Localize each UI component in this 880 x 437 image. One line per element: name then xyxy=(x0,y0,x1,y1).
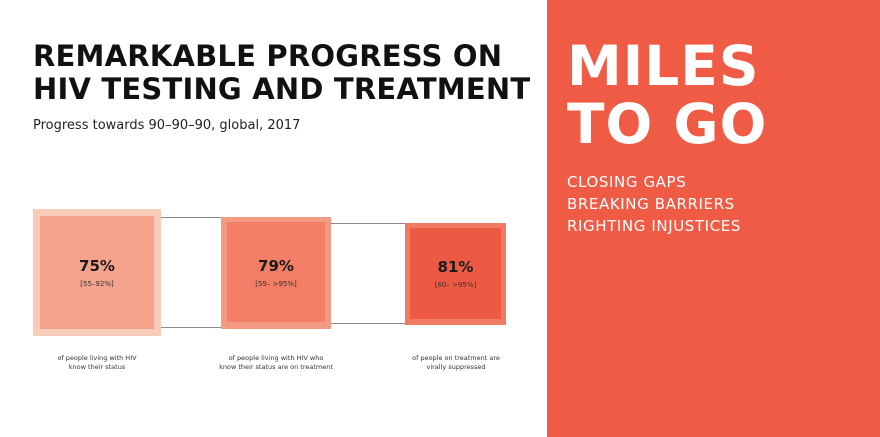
miles-to-go-panel: MILES TO GO CLOSING GAPS BREAKING BARRIE… xyxy=(547,0,880,437)
metric-3-range: [60– >95%] xyxy=(434,281,477,289)
metric-2-caption-line-2: know their status are on treatment xyxy=(219,363,333,371)
metric-2-range: [59– >95%] xyxy=(255,279,297,288)
metric-3-caption-line-2: virally suppressed xyxy=(426,363,486,371)
title-line-1: REMARKABLE PROGRESS ON xyxy=(33,39,503,73)
panel-headline-line-1: MILES xyxy=(567,34,760,98)
panel-tag-3: RIGHTING INJUSTICES xyxy=(567,217,741,235)
connector-2-3 xyxy=(330,223,407,324)
metric-2-caption-line-1: of people living with HIV who xyxy=(228,354,324,362)
panel-tags: CLOSING GAPS BREAKING BARRIERS RIGHTING … xyxy=(567,171,741,237)
metric-3-value: 81% xyxy=(437,258,474,276)
metric-1-caption-line-2: know their status xyxy=(68,363,126,371)
metric-3-caption: of people on treatment are virally suppr… xyxy=(381,354,531,372)
metric-2-caption: of people living with HIV who know their… xyxy=(201,354,351,372)
metric-box-1-inner: 75% [55–92%] xyxy=(40,216,154,329)
metric-1-value: 75% xyxy=(79,257,115,275)
metric-1-range: [55–92%] xyxy=(80,280,114,288)
panel-headline-line-2: TO GO xyxy=(567,92,768,156)
connector-1-2 xyxy=(160,217,222,328)
metric-3-caption-line-1: of people on treatment are xyxy=(412,354,500,362)
panel-tag-1: CLOSING GAPS xyxy=(567,173,687,191)
metric-1-caption: of people living with HIV know their sta… xyxy=(22,354,172,372)
metric-box-2-inner: 79% [59– >95%] xyxy=(227,222,325,322)
panel-tag-2: BREAKING BARRIERS xyxy=(567,195,735,213)
panel-headline: MILES TO GO xyxy=(567,37,767,153)
title-line-2: HIV TESTING AND TREATMENT xyxy=(33,72,531,106)
metric-2-value: 79% xyxy=(258,256,294,275)
infographic-left-panel: REMARKABLE PROGRESS ON HIV TESTING AND T… xyxy=(22,39,531,372)
metric-box-3-inner: 81% [60– >95%] xyxy=(410,228,501,319)
metric-1-caption-line-1: of people living with HIV xyxy=(57,354,137,362)
page-title: REMARKABLE PROGRESS ON HIV TESTING AND T… xyxy=(33,40,530,106)
subtitle: Progress towards 90–90–90, global, 2017 xyxy=(33,118,301,133)
